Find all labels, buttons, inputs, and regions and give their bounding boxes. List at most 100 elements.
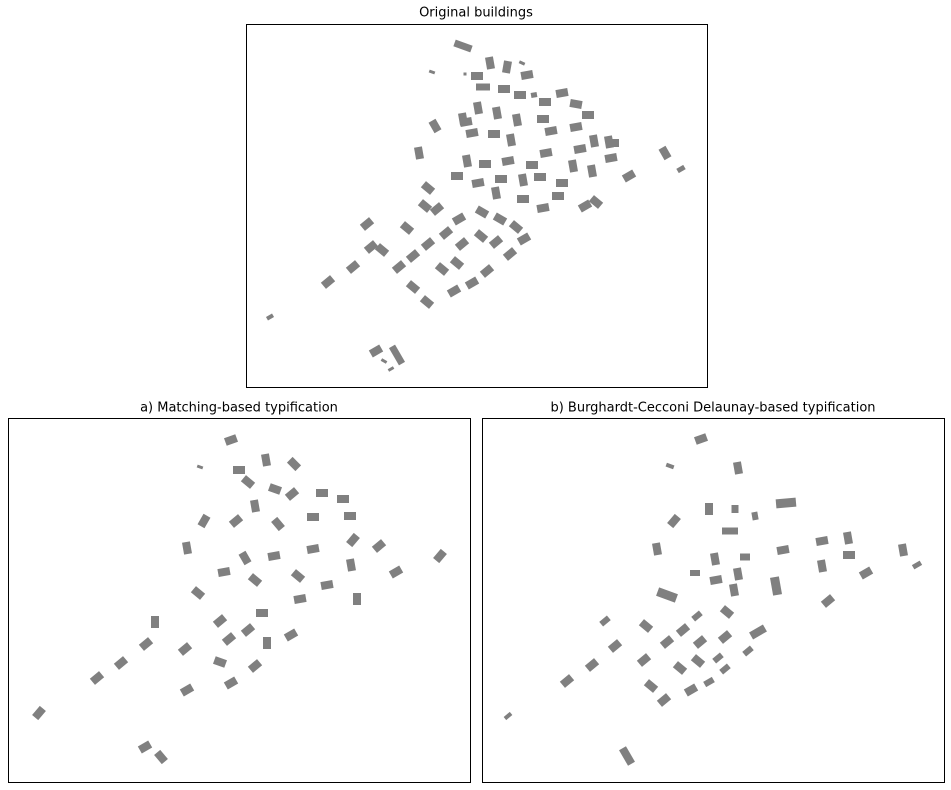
building <box>607 139 619 147</box>
building <box>462 154 472 168</box>
building <box>690 654 706 668</box>
building <box>492 106 502 120</box>
building <box>911 560 923 570</box>
building <box>652 542 662 556</box>
building <box>703 676 715 688</box>
building <box>420 181 436 195</box>
building <box>691 610 703 622</box>
building <box>518 60 526 66</box>
building <box>751 511 759 521</box>
building <box>526 161 538 169</box>
building <box>247 659 263 673</box>
building <box>517 195 529 203</box>
building <box>399 221 415 235</box>
building <box>479 160 491 168</box>
building <box>137 740 153 754</box>
building <box>371 539 387 553</box>
building <box>656 693 672 707</box>
building <box>488 235 504 249</box>
building <box>428 69 436 75</box>
building <box>387 366 395 372</box>
building <box>858 566 874 580</box>
building <box>414 146 424 160</box>
building <box>733 461 743 475</box>
building <box>263 637 271 649</box>
building <box>451 172 463 180</box>
building <box>733 567 743 581</box>
building <box>599 615 611 627</box>
building <box>454 237 470 251</box>
building <box>446 284 462 298</box>
building <box>476 83 490 91</box>
building <box>154 749 168 765</box>
panel-title: b) Burghardt-Cecconi Delaunay-based typi… <box>550 401 875 416</box>
building <box>495 175 507 183</box>
building <box>710 552 720 566</box>
building <box>588 195 604 209</box>
building <box>722 527 738 535</box>
delaunay-buildings <box>503 433 923 766</box>
building <box>363 240 379 254</box>
building <box>776 545 790 555</box>
building <box>619 746 635 766</box>
building <box>228 514 244 528</box>
building <box>89 671 105 685</box>
building <box>690 570 700 576</box>
building <box>271 516 285 532</box>
building <box>391 260 407 274</box>
building <box>712 652 724 664</box>
building <box>451 212 467 226</box>
building <box>658 145 672 161</box>
building <box>604 153 618 163</box>
building <box>742 645 754 657</box>
building <box>577 199 593 213</box>
building <box>261 453 271 467</box>
building <box>539 98 551 106</box>
building <box>512 113 522 127</box>
building <box>465 128 479 138</box>
building <box>197 513 211 529</box>
building <box>676 164 686 174</box>
building <box>705 503 713 515</box>
building <box>345 260 361 274</box>
building <box>536 203 550 213</box>
building <box>817 559 827 573</box>
building <box>240 623 256 637</box>
building <box>506 133 516 147</box>
building <box>240 475 256 489</box>
building <box>692 635 708 649</box>
building <box>683 683 699 697</box>
building <box>284 487 300 501</box>
building <box>659 635 675 649</box>
building <box>250 499 260 513</box>
building <box>346 558 356 572</box>
building <box>537 115 549 123</box>
building <box>429 202 445 216</box>
building <box>488 130 500 138</box>
building <box>820 594 836 608</box>
building <box>573 144 587 154</box>
building <box>417 199 433 213</box>
panel-frame <box>482 418 945 783</box>
building <box>621 169 637 183</box>
building <box>286 456 302 472</box>
building <box>719 663 731 675</box>
building <box>775 497 797 509</box>
building <box>359 217 375 231</box>
building <box>555 88 569 98</box>
building <box>212 614 228 628</box>
building <box>464 276 480 290</box>
building <box>471 178 485 188</box>
building <box>388 344 406 366</box>
building <box>491 186 501 200</box>
building <box>508 220 524 234</box>
building <box>503 711 513 721</box>
building <box>667 513 681 529</box>
building <box>182 541 192 555</box>
building <box>485 56 495 70</box>
building <box>719 605 735 619</box>
building <box>113 656 129 670</box>
building <box>544 126 558 136</box>
panel-frame <box>246 24 708 388</box>
